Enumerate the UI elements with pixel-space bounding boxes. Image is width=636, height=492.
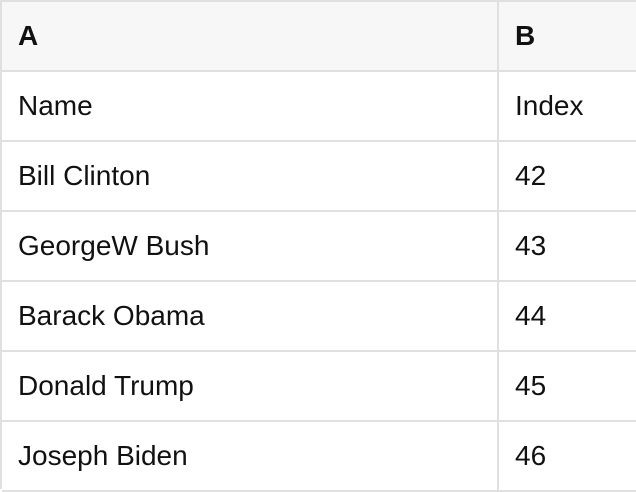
cell-index[interactable]: 44 bbox=[515, 300, 547, 331]
cell-name[interactable]: Bill Clinton bbox=[2, 142, 499, 210]
table-row: Bill Clinton 42 bbox=[2, 142, 636, 212]
cell-index[interactable]: 46 bbox=[515, 440, 547, 471]
column-header-a[interactable]: A bbox=[2, 2, 499, 70]
cell-index[interactable]: 42 bbox=[515, 160, 547, 191]
cell-name[interactable]: Joseph Biden bbox=[2, 422, 499, 490]
column-header-b[interactable]: B bbox=[515, 20, 536, 51]
table-row: Name Index bbox=[2, 72, 636, 142]
table-row: Barack Obama 44 bbox=[2, 282, 636, 352]
cell-name[interactable]: GeorgeW Bush bbox=[2, 212, 499, 280]
table-row: GeorgeW Bush 43 bbox=[2, 212, 636, 282]
table-row: Donald Trump 45 bbox=[2, 352, 636, 422]
cell-name[interactable]: Name bbox=[2, 72, 499, 140]
cell-name[interactable]: Donald Trump bbox=[2, 352, 499, 420]
cell-name[interactable]: Barack Obama bbox=[2, 282, 499, 350]
column-header-row: A B bbox=[2, 2, 636, 72]
cell-index[interactable]: 43 bbox=[515, 230, 547, 261]
cell-index[interactable]: Index bbox=[515, 90, 584, 121]
table-row: Joseph Biden 46 bbox=[2, 422, 636, 492]
cell-index[interactable]: 45 bbox=[515, 370, 547, 401]
